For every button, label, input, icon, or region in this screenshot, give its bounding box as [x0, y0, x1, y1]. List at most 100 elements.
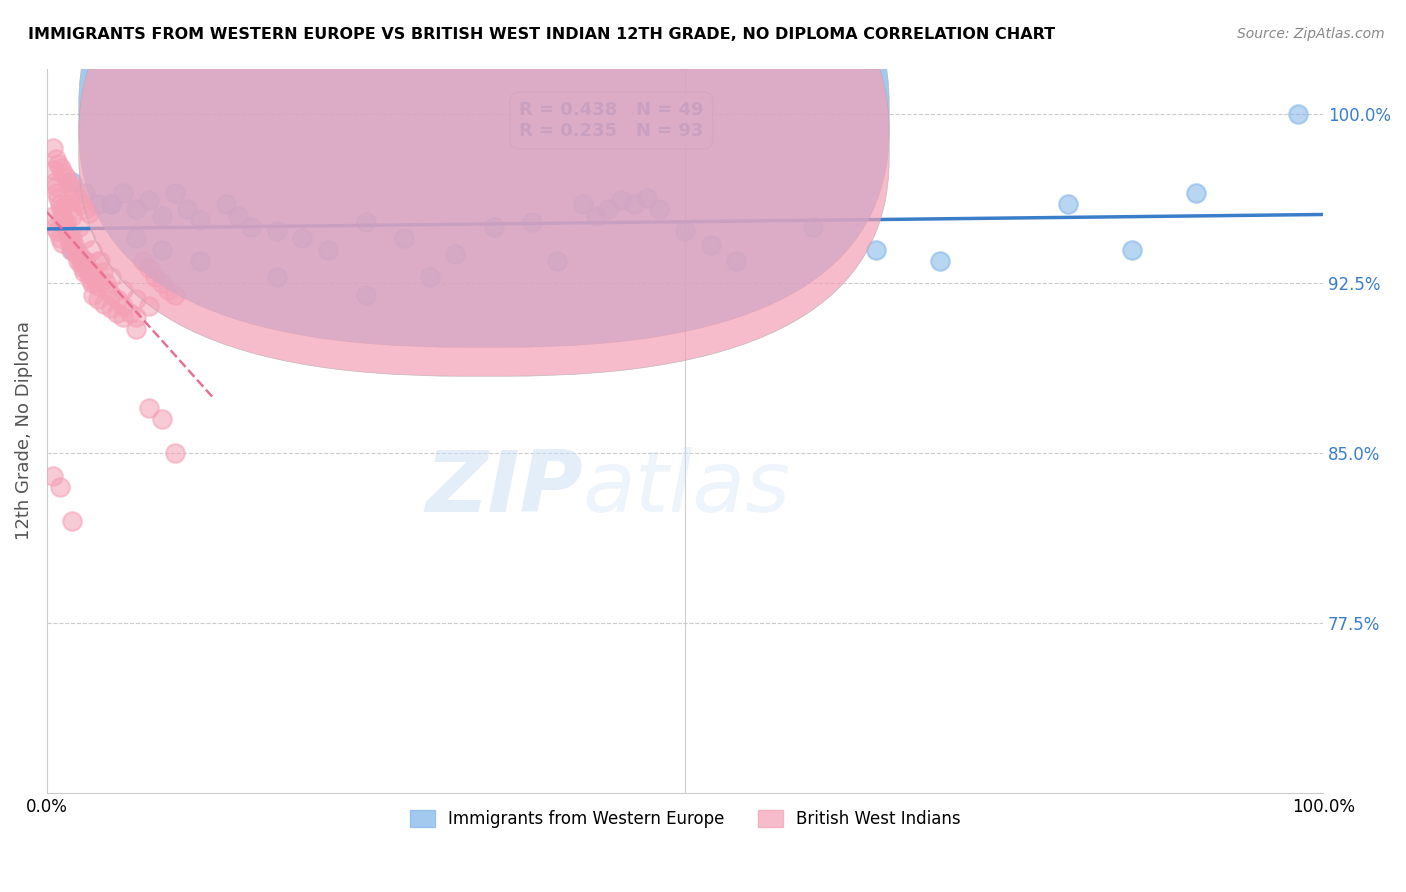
Point [125, 322, 148, 336]
Point [75, 202, 97, 216]
Point [48, 480, 70, 494]
Point [291, 231, 314, 245]
Text: ZIP: ZIP [425, 447, 583, 530]
Point [51, 235, 73, 250]
Point [131, 253, 153, 268]
Point [316, 243, 339, 257]
Point [48, 156, 70, 170]
Point [623, 197, 645, 211]
Point [82, 288, 104, 302]
Y-axis label: 12th Grade, No Diploma: 12th Grade, No Diploma [15, 321, 32, 540]
Point [89, 253, 111, 268]
Point [66, 253, 89, 268]
Point [419, 269, 441, 284]
Point [636, 190, 658, 204]
Point [444, 247, 467, 261]
Point [45, 179, 67, 194]
Point [163, 288, 186, 302]
Text: atlas: atlas [583, 447, 792, 530]
Point [51, 209, 73, 223]
Point [112, 186, 135, 200]
Point [46, 186, 69, 200]
Point [82, 265, 104, 279]
Point [150, 209, 173, 223]
Point [46, 224, 69, 238]
Point [42, 141, 65, 155]
Point [354, 215, 377, 229]
FancyBboxPatch shape [79, 0, 889, 347]
Point [1286, 107, 1309, 121]
Point [266, 224, 288, 238]
Point [1057, 197, 1080, 211]
Point [125, 202, 148, 216]
Point [482, 219, 505, 234]
Point [67, 247, 90, 261]
Point [59, 235, 82, 250]
Point [150, 412, 173, 426]
Point [801, 219, 824, 234]
Point [354, 288, 377, 302]
Point [100, 269, 122, 284]
Point [699, 238, 721, 252]
Point [67, 219, 90, 234]
Point [125, 310, 148, 325]
Point [77, 268, 100, 282]
Point [80, 277, 103, 291]
Point [150, 243, 173, 257]
Point [75, 259, 97, 273]
Point [93, 297, 115, 311]
Point [138, 401, 160, 415]
Point [75, 231, 97, 245]
Point [67, 193, 90, 207]
Point [42, 163, 65, 178]
Point [59, 202, 82, 216]
Point [598, 202, 620, 216]
Point [228, 209, 250, 223]
Point [648, 202, 671, 216]
Point [163, 186, 186, 200]
Point [97, 283, 120, 297]
Point [49, 161, 72, 175]
Point [100, 197, 122, 211]
Point [77, 206, 100, 220]
Point [100, 301, 122, 316]
Point [70, 256, 93, 270]
Text: Source: ZipAtlas.com: Source: ZipAtlas.com [1237, 27, 1385, 41]
Point [105, 306, 128, 320]
Point [53, 219, 76, 234]
Point [60, 243, 83, 257]
Point [546, 253, 568, 268]
Point [1121, 243, 1143, 257]
Point [70, 197, 93, 211]
Point [214, 197, 236, 211]
Point [42, 209, 65, 223]
Point [266, 269, 288, 284]
Point [929, 253, 952, 268]
Point [87, 253, 110, 268]
Point [65, 188, 87, 202]
Point [58, 175, 80, 189]
Point [145, 269, 167, 284]
Point [138, 299, 160, 313]
Point [62, 184, 84, 198]
Point [56, 224, 79, 238]
Point [610, 193, 633, 207]
Point [865, 243, 887, 257]
Point [138, 260, 160, 275]
Point [138, 193, 160, 207]
Point [572, 197, 595, 211]
Point [520, 215, 543, 229]
Point [52, 213, 75, 227]
Point [125, 293, 148, 307]
Point [87, 197, 110, 211]
Point [42, 468, 65, 483]
Point [100, 288, 122, 302]
Point [100, 197, 122, 211]
Point [125, 231, 148, 245]
Point [62, 209, 84, 223]
Point [73, 265, 96, 279]
Point [112, 283, 135, 297]
Point [176, 202, 198, 216]
Point [163, 446, 186, 460]
Point [725, 253, 748, 268]
